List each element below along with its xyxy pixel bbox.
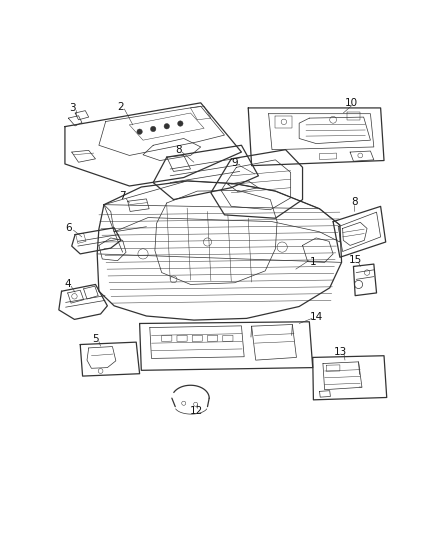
Text: 2: 2 xyxy=(118,102,124,112)
Circle shape xyxy=(164,124,170,129)
Text: 1: 1 xyxy=(309,257,316,268)
Text: 12: 12 xyxy=(190,406,203,416)
Text: 5: 5 xyxy=(92,334,99,344)
Text: 15: 15 xyxy=(349,255,362,265)
Circle shape xyxy=(151,126,156,132)
Text: 9: 9 xyxy=(231,158,238,168)
Circle shape xyxy=(137,129,142,134)
Text: 4: 4 xyxy=(64,279,71,289)
Text: 3: 3 xyxy=(70,103,76,113)
Text: 13: 13 xyxy=(334,346,347,357)
Text: 6: 6 xyxy=(66,223,72,233)
Text: 10: 10 xyxy=(345,98,358,108)
Text: 8: 8 xyxy=(175,144,182,155)
Circle shape xyxy=(178,121,183,126)
Text: 7: 7 xyxy=(119,191,126,201)
Text: 8: 8 xyxy=(351,197,357,207)
Text: 14: 14 xyxy=(310,312,323,322)
